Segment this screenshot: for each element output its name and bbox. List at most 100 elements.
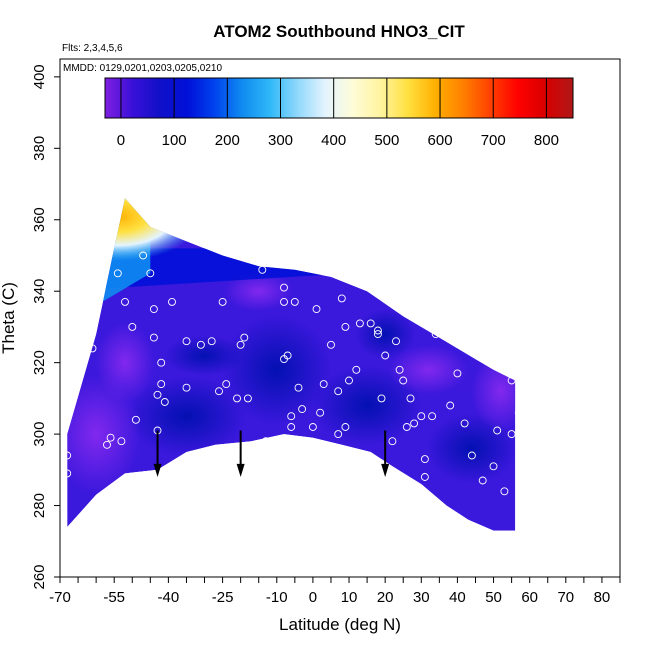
sample-point [392, 337, 400, 346]
y-tick-label: 340 [31, 279, 48, 304]
colorbar [104, 77, 574, 119]
colorbar-tick-label: 400 [321, 132, 346, 149]
sample-point [334, 387, 343, 396]
sample-point [168, 297, 176, 306]
sample-point [261, 437, 270, 446]
tropopause-arrows [153, 430, 390, 477]
y-tick-label: 280 [31, 493, 48, 518]
sample-point [493, 426, 502, 435]
sample-point [103, 440, 111, 449]
y-tick-label: 300 [31, 422, 48, 447]
sample-point [319, 258, 328, 267]
sample-point [345, 376, 353, 385]
sample-point [428, 412, 437, 421]
sample-point [446, 401, 455, 410]
sample-point [113, 269, 122, 278]
sample-point [287, 423, 296, 431]
sample-point [525, 355, 534, 364]
x-tick-label: -25 [212, 589, 234, 606]
colorbar-tick-label: 600 [428, 132, 453, 149]
sample-point [258, 265, 267, 274]
field-low-patch [312, 365, 423, 446]
x-tick-label: 10 [341, 589, 358, 606]
colorbar-tick-label: 500 [374, 132, 399, 149]
y-tick-label: 380 [31, 136, 48, 161]
x-tick-label: -55 [103, 589, 125, 606]
sample-point [406, 394, 415, 403]
sample-point [128, 322, 137, 331]
field-mid-patch [95, 322, 156, 403]
sample-point [280, 297, 288, 306]
sample-point [478, 476, 487, 485]
arrow-head [153, 463, 162, 477]
x-axis-label: Latitude (deg N) [279, 615, 401, 634]
y-axis-label: Theta (C) [0, 282, 18, 354]
sample-point [543, 412, 552, 421]
colorbar-tick-label: 0 [117, 132, 125, 149]
colorbar-tick-label: 800 [534, 132, 559, 149]
sample-point [276, 251, 285, 260]
x-tick-label: 80 [594, 589, 611, 606]
sample-point [240, 333, 249, 342]
y-tick-label: 400 [31, 64, 48, 89]
sample-point [149, 305, 158, 314]
sample-point [153, 390, 162, 399]
sample-point [215, 387, 223, 396]
sample-point [319, 380, 328, 389]
sample-point [507, 430, 516, 439]
sample-point [290, 297, 299, 306]
sample-point [88, 344, 97, 353]
sample-point [117, 437, 126, 446]
flights-annotation: Flts: 2,3,4,5,6 [62, 43, 123, 54]
sample-point [420, 455, 429, 464]
sample-point [554, 462, 563, 471]
sample-point [547, 444, 556, 453]
sample-point [106, 433, 115, 442]
sample-point [254, 255, 263, 264]
sample-point [467, 451, 476, 460]
sample-point [402, 423, 411, 431]
sample-point [280, 283, 288, 292]
field-low-patch [221, 314, 332, 425]
x-tick-label: -10 [266, 589, 288, 606]
field-low-patch [164, 335, 245, 376]
sample-point [500, 487, 509, 496]
sample-point [308, 423, 317, 431]
sample-point [222, 380, 231, 389]
sample-point [337, 294, 346, 303]
colorbar-tick-label: 200 [215, 132, 240, 149]
y-tick-label: 260 [31, 564, 48, 589]
sample-point [460, 419, 469, 428]
x-tick-label: 0 [309, 589, 317, 606]
sample-point [63, 469, 72, 478]
sample-point [160, 398, 169, 406]
sample-point [431, 330, 440, 339]
field-mid-patch [223, 271, 294, 312]
sample-point [507, 376, 516, 385]
sample-point [316, 408, 325, 417]
sample-point [146, 269, 155, 278]
hno3-field [67, 198, 516, 531]
sample-point [514, 408, 523, 417]
field-low-patch [126, 376, 247, 457]
sample-point [218, 297, 227, 306]
sample-point [283, 351, 292, 360]
sample-point [327, 340, 335, 349]
sample-point [182, 337, 191, 346]
chart-title: ATOM2 Southbound HNO3_CIT [213, 22, 465, 41]
sample-point [518, 523, 527, 531]
x-tick-label: 40 [449, 589, 466, 606]
sample-point [233, 394, 241, 403]
x-tick-label: 30 [413, 589, 430, 606]
sample-point [157, 380, 166, 389]
y-tick-label: 320 [31, 350, 48, 375]
colorbar-tick-label: 100 [162, 132, 187, 149]
plot-frame [59, 58, 621, 578]
sample-point [341, 423, 350, 431]
sample-point [395, 365, 404, 374]
sample-point [453, 369, 462, 378]
x-tick-label: 50 [485, 589, 502, 606]
sample-point [554, 387, 563, 396]
sample-point [381, 351, 390, 360]
x-tick-label: 60 [521, 589, 538, 606]
